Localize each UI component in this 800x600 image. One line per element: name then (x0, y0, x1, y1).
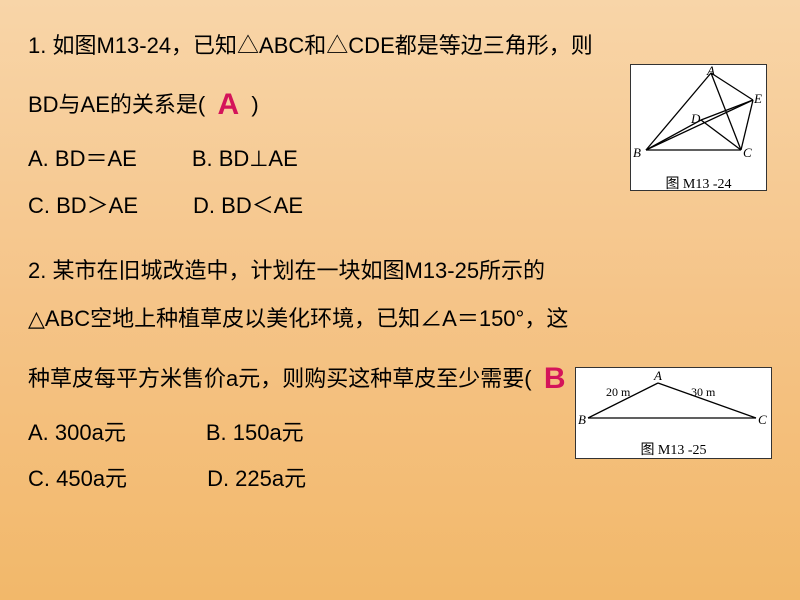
q2-line2: △ABC空地上种植草皮以美化环境，已知∠A＝150°，这 (28, 295, 772, 343)
q1-opt-b: B. BD⊥AE (192, 146, 298, 171)
question-1: 1. 如图M13-24，已知△ABC和△CDE都是等边三角形，则 BD与AE的关… (28, 22, 772, 229)
q2-opt-c: C. 450a元 (28, 466, 127, 491)
svg-text:D: D (690, 111, 701, 126)
figure-2-caption: 图 M13 -25 (576, 436, 771, 470)
q2-opt-d: D. 225a元 (207, 466, 306, 491)
q1-opt-a: A. BD＝AE (28, 146, 137, 171)
q1-opt-d: D. BD＜AE (193, 193, 303, 218)
q2-opt-b: B. 150a元 (206, 420, 304, 445)
svg-text:B: B (633, 145, 641, 160)
figure-1: ABCDE 图 M13 -24 (630, 64, 767, 191)
svg-text:C: C (758, 412, 767, 427)
figure-2-svg: A B C 20 m 30 m (576, 368, 771, 436)
q2-answer: B (544, 346, 566, 412)
svg-text:20 m: 20 m (606, 385, 631, 399)
svg-text:E: E (753, 91, 762, 106)
svg-text:30 m: 30 m (691, 385, 716, 399)
svg-text:B: B (578, 412, 586, 427)
q1-answer: A (217, 72, 239, 138)
svg-text:C: C (743, 145, 752, 160)
q1-opt-c: C. BD＞AE (28, 193, 138, 218)
figure-2: ABC20 m30 m 图 M13 -25 (575, 367, 772, 459)
figure-1-caption: 图 M13 -24 (631, 170, 766, 204)
q2-line1: 2. 某市在旧城改造中，计划在一块如图M13-25所示的 (28, 247, 772, 295)
question-2: 2. 某市在旧城改造中，计划在一块如图M13-25所示的 △ABC空地上种植草皮… (28, 247, 772, 502)
svg-text:A: A (706, 65, 715, 78)
svg-text:A: A (653, 368, 662, 383)
figure-1-svg: A B C D E (631, 65, 766, 170)
q2-opt-a: A. 300a元 (28, 420, 126, 445)
